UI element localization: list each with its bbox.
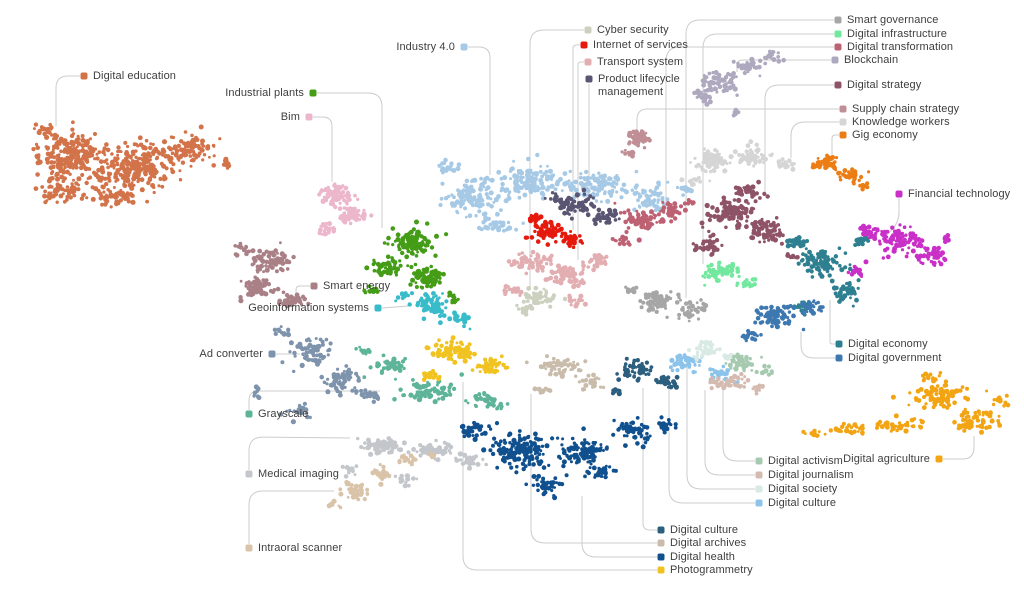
leader-line-digital-archives [530,394,657,544]
leader-line-industry-4-0 [468,46,491,175]
leader-line-digital-journalism [704,390,755,476]
leader-line-digital-activism [722,378,755,462]
leader-line-internet-of-services [572,44,580,230]
leader-line-digital-culture-map [642,388,657,531]
leader-line-cyber-security [529,29,584,290]
leader-line-knowledge-workers [790,121,839,158]
leader-line-medical-imaging [248,436,351,470]
leader-line-bim [313,116,333,182]
leader-line-geoinformation-systems [381,305,409,309]
leader-line-industrial-plants [317,92,383,228]
leader-line-photogrammetry [462,382,657,571]
leader-line-smart-energy [295,285,310,294]
leader-line-digital-education [55,75,80,126]
leader-line-digital-agriculture [943,436,975,460]
leader-line-intraoral-scanner [248,490,334,544]
leader-line-digital-society [686,362,755,490]
leader-line-digital-infrastructure [702,33,834,264]
leader-line-digital-transformation [665,46,834,204]
leader-line-transport-system [577,61,584,260]
leader-line-digital-economy [829,300,835,345]
leader-line-gig-economy [831,134,839,156]
leader-line-digital-health [581,496,657,558]
leader-line-smart-governance [685,19,834,298]
leader-line-supply-chain-strategy [636,108,839,130]
leader-line-digital-government [800,332,835,359]
cluster-points [31,49,1011,510]
leader-line-digital-culture [668,376,755,504]
leader-line-digital-strategy [764,84,834,192]
